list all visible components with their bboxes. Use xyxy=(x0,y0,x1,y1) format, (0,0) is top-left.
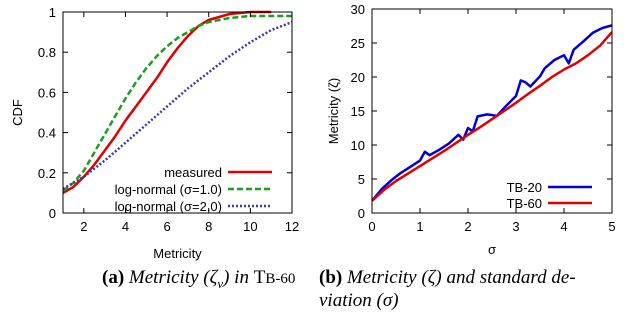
caption-b-line1: (b) Metricity (ζ) and standard de- xyxy=(319,266,634,289)
x-tick-label: 6 xyxy=(163,219,170,234)
caption-a-text-1: Metricity ( xyxy=(128,267,210,288)
y-tick-label: 0.2 xyxy=(38,166,56,181)
x-tick-label: 12 xyxy=(285,219,299,234)
legend-label: TB-20 xyxy=(507,180,542,195)
caption-a-text: Metricity (ζv) in xyxy=(128,267,254,291)
x-tick-label: 3 xyxy=(512,219,519,234)
y-tick-label: 20 xyxy=(351,70,365,85)
x-tick-label: 4 xyxy=(122,219,129,234)
y-tick-label: 0.8 xyxy=(38,45,56,60)
x-tick-label: 8 xyxy=(205,219,212,234)
caption-a: (a) Metricity (ζv) in TB-60 xyxy=(102,266,295,295)
y-tick-label: 0 xyxy=(358,206,365,221)
series-line-b-1 xyxy=(371,31,613,202)
x-tick-label: 4 xyxy=(560,219,567,234)
y-tick-label: 0.6 xyxy=(38,85,56,100)
x-tick-label: 2 xyxy=(80,219,87,234)
plot-frame xyxy=(371,8,613,214)
y-tick-label: 25 xyxy=(351,36,365,51)
y-tick-label: 30 xyxy=(351,2,365,17)
x-tick-label: 0 xyxy=(368,219,375,234)
y-axis-label: Metricity (ζ) xyxy=(326,78,341,144)
x-tick-label: 5 xyxy=(608,219,615,234)
x-tick-label: 10 xyxy=(243,219,257,234)
caption-b-label: (b) xyxy=(319,267,343,288)
caption-a-tb-first: T xyxy=(253,267,266,288)
caption-a-text-2: ) in xyxy=(223,267,254,288)
chart-panel-a: 2 4 6 8 10 12 0 0.2 0.4 0.6 0.8 1 Metricity CDF measur… xyxy=(10,5,299,261)
y-tick-label: 5 xyxy=(358,172,365,187)
y-tick-label: 0 xyxy=(49,206,56,221)
caption-a-zeta: ζ xyxy=(209,267,218,288)
series-line-a-0 xyxy=(62,10,272,194)
y-axis-label: CDF xyxy=(10,99,25,126)
x-tick-label: 1 xyxy=(416,219,423,234)
legend-label: measured xyxy=(164,165,222,180)
caption-b-text-2: viation (σ) xyxy=(319,290,399,311)
y-tick-label: 15 xyxy=(351,104,365,119)
caption-b-text-1: Metricity (ζ) and standard de- xyxy=(346,267,576,288)
x-axis-label: Metricity xyxy=(153,246,202,261)
caption-b: (b) Metricity (ζ) and standard de- viati… xyxy=(319,266,634,312)
legend-label: TB-60 xyxy=(507,196,542,211)
x-tick-label: 2 xyxy=(464,219,471,234)
legend-label: log-normal (σ=2.0) xyxy=(115,199,222,214)
y-tick-label: 10 xyxy=(351,138,365,153)
caption-a-subscript: v xyxy=(217,275,224,291)
caption-a-tb: TB-60 xyxy=(254,267,296,288)
series-line-a-1 xyxy=(62,14,292,192)
chart-panel-b: 0 1 2 3 4 5 0 5 10 15 20 25 30 σ Metricity (ζ) TB-20TB-… xyxy=(326,2,616,257)
legend-label: log-normal (σ=1.0) xyxy=(115,182,222,197)
y-tick-label: 1 xyxy=(49,5,56,20)
plot-frame xyxy=(62,11,293,214)
series-line-a-2 xyxy=(62,20,293,190)
caption-a-tb-rest: B-60 xyxy=(265,271,296,287)
x-axis-label: σ xyxy=(488,242,496,257)
caption-a-label: (a) xyxy=(102,267,125,288)
y-tick-label: 0.4 xyxy=(38,126,56,141)
